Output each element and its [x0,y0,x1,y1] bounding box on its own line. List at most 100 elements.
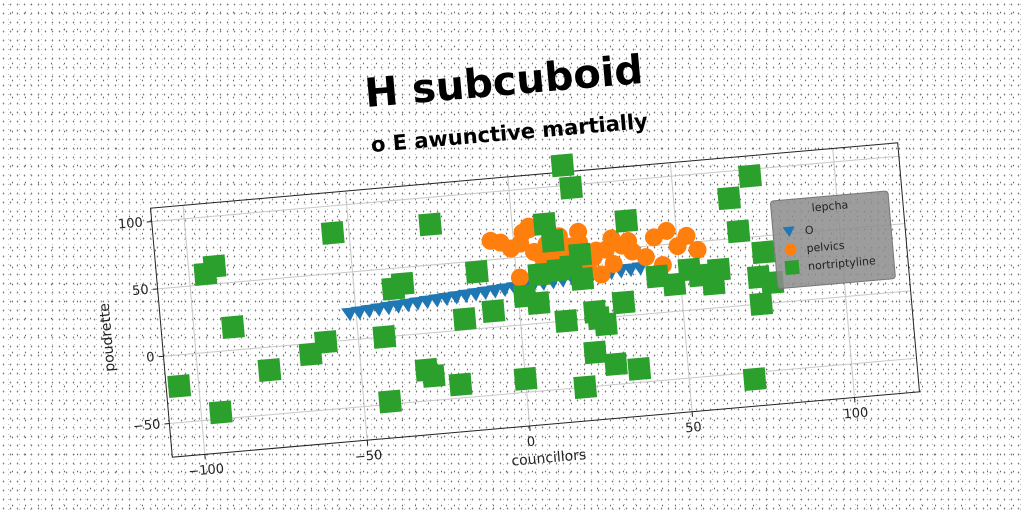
data-point [751,240,776,265]
data-point [408,296,425,311]
data-point [372,324,397,349]
data-point [513,366,538,391]
data-point [587,241,606,260]
data-point [519,220,538,239]
y-gridline [163,290,911,357]
data-point [614,208,639,233]
data-point [457,288,474,304]
data-point [717,186,741,211]
data-point [749,292,774,316]
data-point [707,257,731,282]
data-point [320,220,345,245]
data-point [603,352,628,377]
data-point [428,293,445,308]
data-point [481,299,506,324]
data-point [527,262,552,287]
data-point [467,287,483,302]
y-gridline [169,357,917,425]
data-point [389,299,406,314]
data-point [726,219,751,244]
data-point [476,285,493,300]
data-point [418,294,435,310]
chart-title: H subcuboid [363,47,645,117]
data-point [448,372,473,397]
data-point [677,257,702,282]
series-nortriptyline [167,153,785,425]
legend-box [770,190,896,290]
data-point [559,175,583,200]
data-point [657,221,676,240]
data-point [341,307,358,322]
data-point [619,231,638,250]
y-gridline [151,155,899,223]
data-point [378,389,402,414]
data-point [167,374,192,398]
data-point [452,307,477,331]
data-point [202,254,227,279]
data-point [688,240,707,259]
data-point [257,358,282,382]
y-tick-label: 100 [117,215,143,232]
x-tick-label: −50 [354,448,383,465]
x-gridline [344,191,368,441]
data-point [604,254,623,273]
x-tick-label: 50 [685,420,703,436]
data-point [554,309,579,333]
data-point [532,211,557,236]
legend-marker [784,243,797,256]
data-point [550,153,575,178]
data-point [350,305,367,320]
data-point [570,266,595,291]
y-tick-label: −50 [132,417,161,434]
legend-entry: O [804,223,814,237]
data-point [622,262,638,278]
y-axis-label: poudrette [97,302,119,372]
data-point [447,290,464,305]
data-point [418,212,443,237]
data-point [568,242,593,267]
data-point [742,367,767,392]
data-point [464,259,489,284]
x-tick-label: 0 [526,435,536,451]
data-point [510,268,529,287]
x-gridline [182,205,206,455]
data-point [540,228,565,253]
data-point [583,340,608,365]
data-point [379,301,396,316]
x-tick-label: −100 [188,462,225,480]
data-point [573,375,598,400]
data-point [602,229,621,248]
data-point [437,291,454,307]
data-point [738,164,762,188]
chart-subtitle: o E awunctive martially [370,109,649,157]
data-point [569,222,588,241]
data-point [627,356,652,381]
data-point [313,330,338,354]
data-point [486,284,503,299]
y-tick-label: 0 [146,350,156,366]
data-point [611,290,636,315]
legend-marker [784,259,800,276]
data-point [221,315,245,340]
data-point [414,357,439,382]
legend-entry: nortriptyline [808,254,877,273]
data-point [677,226,696,245]
data-point [381,276,406,301]
x-axis-label: councillors [511,447,587,469]
data-point [360,304,377,319]
y-tick-label: 50 [132,283,150,299]
x-tick-label: 100 [843,405,869,422]
data-point [636,248,655,267]
series-o [341,261,648,322]
plot-frame [149,142,921,458]
data-point [370,302,387,317]
data-point [208,400,233,425]
data-point [526,291,551,315]
data-point [496,282,513,297]
data-point [586,306,611,331]
legend-entry: pelvics [806,239,845,255]
data-point [592,265,611,284]
data-point [399,297,416,313]
legend-title: lepcha [811,198,849,214]
